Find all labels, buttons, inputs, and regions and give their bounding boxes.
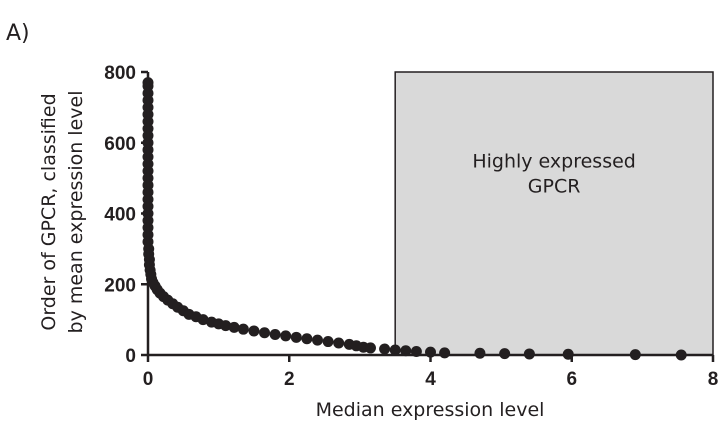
data-point (379, 343, 391, 355)
x-axis-ticks: 0 2 4 6 8 (143, 355, 719, 390)
data-point (499, 348, 511, 360)
y-axis-title-line-1: Order of GPCR, classified (38, 93, 60, 330)
highly-expressed-region (394, 71, 714, 356)
data-point (301, 333, 313, 345)
x-tick-label: 4 (425, 369, 436, 390)
data-point (364, 342, 376, 354)
data-points (142, 77, 687, 361)
data-point (259, 327, 271, 339)
x-axis-title: Median expression level (316, 399, 545, 421)
data-point (322, 336, 334, 348)
data-point (290, 331, 302, 343)
data-point (474, 347, 486, 359)
x-tick-label: 8 (708, 369, 719, 390)
data-point (220, 320, 232, 332)
y-axis-ticks: 0 200 400 600 800 (104, 63, 148, 367)
x-tick-label: 2 (284, 369, 295, 390)
data-point (333, 337, 345, 349)
data-point (312, 334, 323, 346)
data-point (248, 325, 260, 337)
data-point (439, 347, 451, 359)
data-point (400, 345, 412, 357)
x-tick-label: 0 (143, 369, 154, 390)
y-tick-label: 0 (125, 346, 136, 367)
data-point (269, 328, 281, 340)
y-tick-label: 600 (104, 134, 136, 155)
panel-label: A) (6, 21, 30, 46)
y-tick-label: 800 (104, 63, 136, 84)
data-point (280, 330, 292, 342)
y-tick-label: 200 (104, 275, 136, 296)
x-tick-label: 6 (566, 369, 577, 390)
y-tick-label: 400 (104, 205, 136, 226)
region-label-line-1: Highly expressed (472, 151, 636, 173)
data-point (197, 314, 209, 326)
data-point (389, 344, 401, 356)
data-point (237, 323, 249, 335)
region-label-line-2: GPCR (528, 175, 581, 197)
y-axis-title-line-2: by mean expression level (65, 91, 87, 334)
data-point (228, 321, 240, 333)
